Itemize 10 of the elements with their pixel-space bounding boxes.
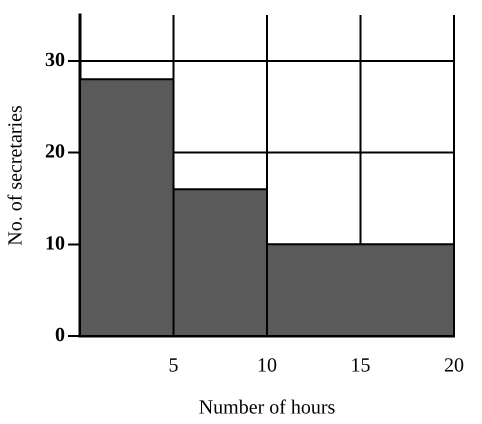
x-tick-label: 20 — [444, 354, 464, 376]
x-tick-label: 5 — [168, 354, 178, 376]
y-tick-label: 0 — [55, 324, 65, 346]
x-tick-label: 10 — [257, 354, 277, 376]
y-axis-title: No. of secretaries — [4, 105, 26, 246]
y-tick-label: 20 — [45, 140, 65, 163]
y-tick-label: 10 — [45, 232, 65, 254]
x-tick-label: 15 — [350, 354, 370, 376]
x-axis-title: Number of hours — [198, 396, 336, 418]
y-tick-label: 30 — [45, 49, 65, 72]
